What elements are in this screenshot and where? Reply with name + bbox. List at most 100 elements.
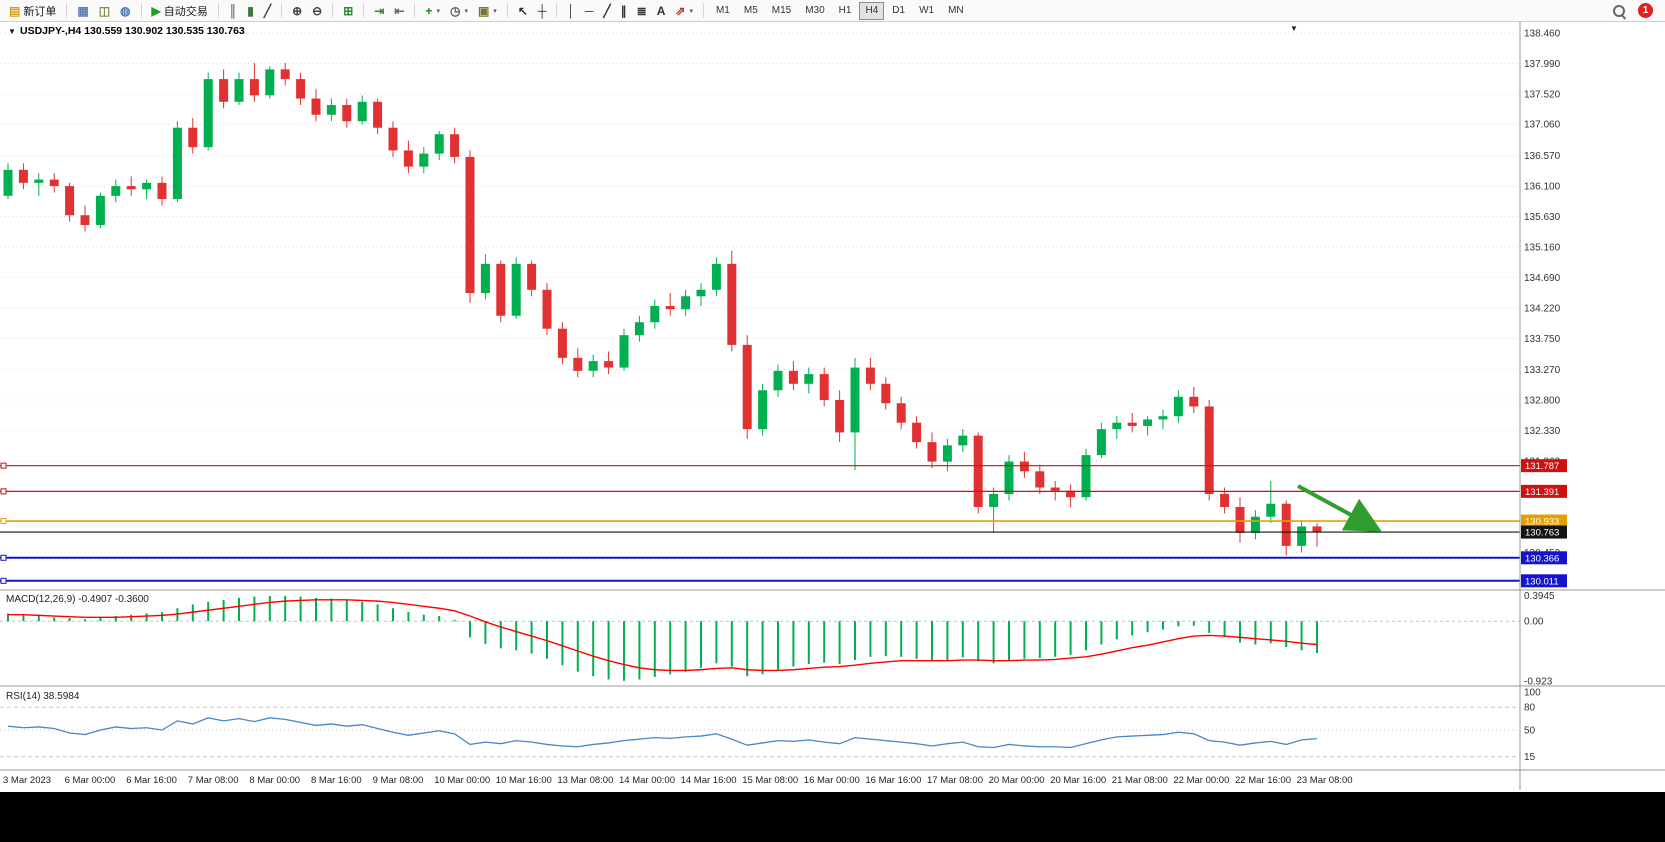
trendline-button[interactable]: ╱ (598, 1, 615, 21)
templates-button[interactable]: ▣ ▾ (473, 1, 502, 21)
rsi-scale-label: 15 (1524, 752, 1536, 763)
candle-body (1250, 516, 1260, 533)
price-tag (1521, 484, 1567, 498)
zoom-out-button[interactable]: ⊖ (307, 1, 327, 21)
ohlc-bars-icon: ║ (228, 3, 238, 18)
indicators-button[interactable]: + ▾ (420, 1, 445, 21)
timeframe-h4-button[interactable]: H4 (859, 1, 885, 20)
new-order-button[interactable]: ▤ 新订单 (4, 1, 61, 21)
timeframe-m15-button[interactable]: M15 (766, 2, 797, 20)
line-handle[interactable] (0, 554, 7, 561)
line-handle[interactable] (0, 462, 7, 469)
chevron-down-icon[interactable]: ▾ (436, 7, 440, 15)
auto-trading-button[interactable]: ▶ 自动交易 (147, 1, 213, 21)
vertical-line-icon: │ (567, 3, 575, 18)
timeframe-h1-button[interactable]: H1 (833, 2, 858, 20)
candle-body (296, 79, 306, 99)
chevron-down-icon[interactable]: ▾ (493, 7, 497, 15)
candle-body (357, 101, 367, 122)
cursor-button[interactable]: ↖ (513, 1, 533, 21)
line-chart-button[interactable]: ╱ (259, 1, 276, 21)
auto-scroll-button[interactable]: ⇥ (369, 1, 389, 21)
price-tag-label: 130.011 (1525, 576, 1559, 587)
candle-body (604, 361, 614, 368)
candle-body (111, 186, 121, 196)
candle-body (373, 101, 383, 128)
trend-arrow[interactable] (1297, 484, 1383, 532)
candle-body (1066, 490, 1076, 498)
candle-body (588, 361, 598, 371)
toolbar-separator (332, 3, 334, 18)
timeframe-w1-button[interactable]: W1 (913, 2, 940, 20)
candle-body (1266, 503, 1276, 517)
price-tag (1521, 525, 1567, 539)
toolbar-separator (363, 3, 365, 18)
crosshair-button[interactable]: ┼ (533, 1, 552, 21)
auto-scroll-icon: ⇥ (374, 3, 385, 18)
candle-body (711, 263, 721, 290)
timeframe-m1-button[interactable]: M1 (710, 2, 736, 20)
line-handle[interactable] (0, 488, 7, 495)
zoom-in-button[interactable]: ⊕ (287, 1, 307, 21)
trend-arrow-layer[interactable] (1297, 484, 1383, 532)
candle-body (480, 263, 490, 294)
line-handle[interactable] (0, 577, 7, 584)
candle-body (450, 134, 460, 157)
candle-body (342, 105, 352, 122)
fibonacci-icon: ≣ (636, 3, 647, 18)
text-button[interactable]: A (652, 1, 671, 21)
candle-body (403, 150, 413, 167)
chart-shift-button[interactable]: ⇤ (389, 1, 409, 21)
time-axis-label: 22 Mar 00:00 (1173, 775, 1229, 786)
time-axis-label: 14 Mar 00:00 (619, 775, 675, 786)
time-axis-label: 15 Mar 08:00 (742, 775, 798, 786)
data-window-button[interactable]: ◍ (115, 1, 135, 21)
horizontal-line-button[interactable]: ─ (580, 1, 599, 21)
chart-collapse-icon[interactable]: ▼ (8, 27, 16, 36)
candle-body (249, 79, 259, 96)
line-handle[interactable] (0, 518, 7, 525)
price-axis-label: 136.100 (1524, 182, 1561, 193)
timeframe-mn-button[interactable]: MN (942, 2, 970, 20)
new-chart-icon: ▦ (77, 3, 89, 18)
candle-body (157, 182, 167, 200)
arrow-shapes-icon: ⇗ (675, 3, 686, 18)
candle-body (927, 442, 937, 462)
rsi-line (7, 717, 1318, 749)
channel-button[interactable]: ∥ (616, 1, 632, 21)
notification-badge[interactable]: 1 (1638, 3, 1653, 18)
chevron-down-icon[interactable]: ▾ (689, 7, 693, 15)
search-icon[interactable] (1612, 4, 1626, 18)
arrows-button[interactable]: ⇗ ▾ (670, 1, 698, 21)
candle-body (634, 322, 644, 336)
price-tag (1521, 551, 1567, 565)
fibonacci-button[interactable]: ≣ (632, 1, 652, 21)
price-axis-label: 134.220 (1524, 303, 1561, 314)
chevron-down-icon[interactable]: ▾ (464, 7, 468, 15)
vertical-line-button[interactable]: │ (562, 1, 580, 21)
candle-body (34, 179, 44, 183)
periods-button[interactable]: ◷ ▾ (445, 1, 473, 21)
candlestick-button[interactable]: ▮ (242, 1, 259, 21)
chart-shift-marker-icon[interactable]: ▼ (1290, 24, 1298, 33)
candle-body (804, 374, 814, 384)
profiles-button[interactable]: ◫ (94, 1, 115, 21)
candle-body (219, 79, 229, 102)
price-axis-label: 135.160 (1524, 243, 1561, 254)
chart-info-line: USDJPY-,H4 130.559 130.902 130.535 130.7… (20, 25, 245, 37)
timeframe-m30-button[interactable]: M30 (799, 2, 830, 20)
timeframe-d1-button[interactable]: D1 (886, 2, 911, 20)
bar-chart-button[interactable]: ║ (224, 1, 243, 21)
time-axis-label: 9 Mar 08:00 (373, 775, 424, 786)
timeframe-m5-button[interactable]: M5 (738, 2, 764, 20)
candle-body (1235, 506, 1245, 533)
price-tag-label: 131.391 (1525, 487, 1559, 498)
time-axis-label: 13 Mar 08:00 (557, 775, 613, 786)
auto-trading-button-label: 自动交易 (163, 5, 208, 18)
tile-windows-button[interactable]: ⊞ (338, 1, 358, 21)
candle-body (573, 357, 583, 371)
new-chart-button[interactable]: ▦ (72, 1, 93, 21)
